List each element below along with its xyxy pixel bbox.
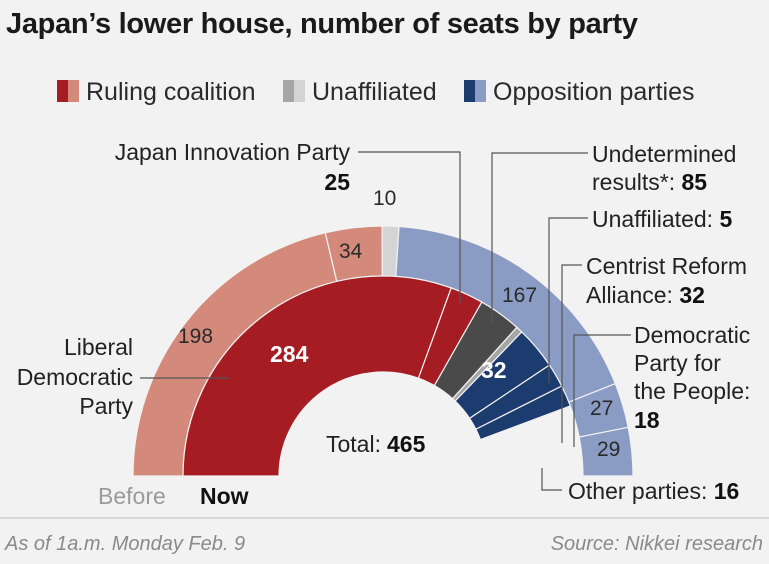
leader-undetermined (491, 152, 588, 325)
legend-swatch-opposition-light (475, 80, 486, 102)
label-undetermined-value: 85 (681, 169, 707, 195)
label-undetermined-1: Undetermined (592, 141, 736, 167)
total-text: Total: 465 (326, 431, 426, 457)
label-other-text: Other parties: (568, 478, 714, 504)
leader-lines (140, 151, 631, 491)
label-cra-2: Alliance: 32 (586, 282, 705, 308)
value-before-dpp: 27 (590, 397, 613, 420)
ring-before (132, 225, 634, 477)
label-other: Other parties: 16 (568, 478, 739, 504)
leader-jip (358, 151, 461, 303)
ring-now (182, 275, 572, 477)
label-ldp-2: Democratic (17, 364, 133, 390)
value-before-jip: 34 (339, 240, 363, 263)
ring-label-before: Before (98, 483, 166, 509)
label-unaffiliated-text: Unaffiliated: (592, 206, 719, 232)
leader-other (541, 468, 562, 491)
slice-now-other-parties (475, 385, 572, 441)
label-other-value: 16 (714, 478, 740, 504)
slice-before-other-parties (578, 426, 634, 477)
legend-item-opposition: Opposition parties (464, 78, 695, 106)
label-cra-value: 32 (679, 282, 705, 308)
legend-swatch-unaffiliated-dark (283, 80, 294, 102)
value-before-unaffiliated: 10 (373, 187, 396, 210)
slice-now-liberal-democratic-party (182, 275, 452, 477)
legend-swatch-unaffiliated-light (294, 80, 305, 102)
label-dpp-3: the People: (634, 378, 750, 404)
leader-dpp (573, 334, 631, 447)
label-dpp-1: Democratic (634, 322, 750, 348)
value-before-opposition: 167 (502, 284, 537, 307)
legend-label-opposition: Opposition parties (493, 78, 695, 106)
value-now-ldp: 284 (270, 341, 309, 367)
label-ldp-1: Liberal (64, 334, 133, 360)
label-dpp-value: 18 (634, 407, 660, 433)
leader-unaffiliated (548, 217, 588, 383)
legend: Ruling coalition Unaffiliated Opposition… (57, 78, 695, 106)
value-before-other: 29 (597, 438, 620, 461)
legend-swatch-ruling-dark (57, 80, 68, 102)
legend-label-unaffiliated: Unaffiliated (312, 78, 437, 106)
label-dpp-2: Party for (634, 350, 721, 376)
label-unaffiliated: Unaffiliated: 5 (592, 206, 732, 232)
label-jip: Japan Innovation Party (115, 139, 351, 165)
label-jip-value: 25 (324, 169, 350, 195)
label-undetermined-2: results*: 85 (592, 169, 707, 195)
label-cra-1: Centrist Reform (586, 253, 747, 279)
label-ldp-3: Party (79, 393, 133, 419)
leader-cra (561, 264, 582, 443)
footer-right: Source: Nikkei research (551, 533, 763, 555)
legend-label-ruling: Ruling coalition (86, 78, 256, 106)
ring-label-now: Now (200, 483, 249, 509)
value-now-undetermined: 32 (481, 357, 507, 383)
value-before-ldp: 198 (178, 325, 213, 348)
legend-swatch-opposition-dark (464, 80, 475, 102)
label-unaffiliated-value: 5 (719, 206, 732, 232)
legend-item-unaffiliated: Unaffiliated (283, 78, 437, 106)
total-label: Total: (326, 431, 381, 457)
footer-left: As of 1a.m. Monday Feb. 9 (4, 533, 245, 555)
chart-title: Japan’s lower house, number of seats by … (6, 8, 638, 40)
legend-item-ruling: Ruling coalition (57, 78, 256, 106)
label-undetermined-text: results*: (592, 169, 681, 195)
legend-swatch-ruling-light (68, 80, 79, 102)
total-value: 465 (387, 431, 426, 457)
label-cra-text: Alliance: (586, 282, 679, 308)
